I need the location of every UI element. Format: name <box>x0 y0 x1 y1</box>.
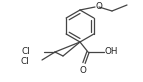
Text: O: O <box>96 2 103 11</box>
Text: Cl: Cl <box>20 56 29 66</box>
Text: O: O <box>80 66 86 75</box>
Text: OH: OH <box>105 47 119 56</box>
Text: Cl: Cl <box>21 46 30 56</box>
